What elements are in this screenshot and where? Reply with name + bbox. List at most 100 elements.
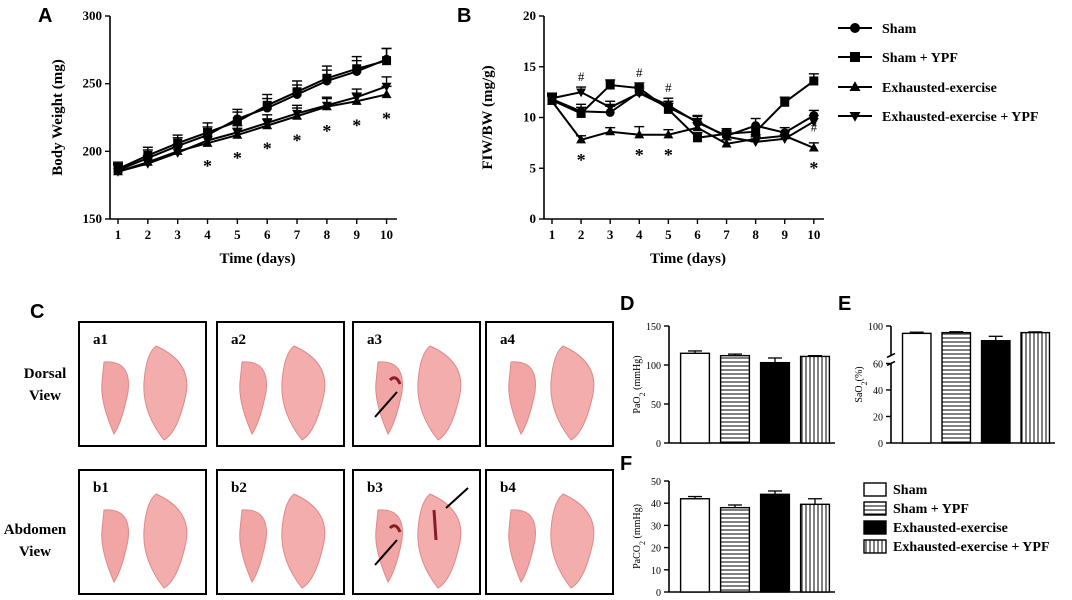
data-point (292, 109, 302, 119)
photo-label: b1 (93, 480, 109, 496)
y-tick-label: 200 (83, 143, 103, 158)
photo-label: a2 (231, 332, 246, 348)
bar-legend: Sham Sham + YPF Exhausted-exercise Exhauste… (863, 482, 1050, 555)
series-line (551, 91, 815, 143)
organ-small (101, 509, 129, 584)
y-tick-label: 150 (83, 211, 103, 226)
bar (941, 331, 972, 444)
series-line (117, 58, 387, 172)
legend-label: Sham + YPF (893, 502, 969, 517)
data-point (292, 87, 302, 97)
organ-small (101, 361, 129, 436)
y-axis-label: Body Weight (mg) (50, 59, 66, 175)
panel-letter-d: D (620, 293, 634, 315)
series-line (117, 59, 387, 170)
legend-marker (849, 112, 861, 122)
y-tick-label: 15 (523, 59, 537, 74)
organ-large (281, 493, 326, 589)
chart-d: 0 50 100 150 PaO2 (mmHg) (632, 322, 835, 450)
y-tick-label: 150 (646, 322, 661, 333)
legend-label: Exhausted-exercise (893, 521, 1008, 536)
arrow (445, 487, 469, 509)
legend-swatch (863, 539, 887, 554)
arrow (374, 391, 398, 418)
significance-star: * (664, 145, 673, 165)
data-point (142, 159, 153, 169)
line-legend: Sham Sham + YPF Exhausted-exercise Exhauste… (838, 22, 1039, 125)
significance-star: * (382, 109, 391, 129)
y-tick-label: 30 (651, 521, 661, 532)
data-point (634, 129, 645, 139)
data-point (780, 97, 790, 107)
series-circle (113, 47, 392, 175)
row-label-dorsal: Dorsal (24, 366, 67, 382)
x-tick-label: 10 (807, 227, 820, 242)
data-point (547, 94, 557, 104)
significance-star: * (635, 145, 644, 165)
significance-star: * (322, 121, 331, 141)
panel-letter-c: C (30, 301, 44, 323)
y-tick-label: 100 (646, 361, 661, 372)
data-point (232, 117, 242, 127)
data-point (750, 138, 761, 148)
data-point (232, 128, 243, 138)
data-point (172, 149, 183, 158)
photo-b3: b3 (352, 469, 481, 595)
legend-marker (849, 81, 861, 91)
data-point (663, 103, 674, 113)
data-point (576, 134, 587, 144)
y-tick-label: 5 (530, 160, 537, 175)
series-line (551, 100, 815, 149)
legend-label: Exhausted-exercise + YPF (882, 110, 1039, 125)
panel-letter-b: B (457, 5, 471, 27)
photo-label: a1 (93, 332, 108, 348)
legend-marker (850, 23, 860, 33)
x-tick-label: 1 (549, 227, 556, 242)
bar (719, 354, 751, 444)
photo-b1: b1 (78, 469, 207, 595)
x-tick-label: 2 (145, 227, 152, 242)
data-point (663, 129, 674, 139)
photo-a4: a4 (485, 321, 614, 447)
chart-b: 0 5 10 15 20 1 2 3 4 5 6 7 8 9 10 Time (days) FIW/BW (mg… (480, 8, 824, 267)
lesion (432, 509, 438, 541)
data-point (113, 168, 123, 177)
significance-star: * (263, 138, 272, 158)
photo-label: b4 (500, 480, 516, 496)
bar (799, 355, 831, 444)
organ-large (417, 345, 462, 441)
y-tick-label: 20 (873, 412, 883, 423)
bar (679, 498, 711, 593)
data-point (692, 133, 702, 143)
lesion (388, 376, 402, 385)
data-point (779, 135, 790, 144)
photo-a3: a3 (352, 321, 481, 447)
data-point (262, 100, 272, 110)
y-tick-label: 40 (651, 499, 661, 510)
arrow (374, 539, 398, 566)
data-point (605, 126, 616, 136)
x-axis-label: Time (days) (650, 251, 726, 267)
lesion (388, 524, 402, 533)
organ-large (550, 345, 595, 441)
x-tick-label: 4 (204, 227, 211, 242)
organ-large (143, 493, 188, 589)
y-tick-label: 60 (873, 359, 883, 370)
organ-photo-grid: Dorsal View Abdomen View a1 a2 a3 a4 b1 b2 b3 b… (4, 321, 614, 595)
y-tick-label: 10 (523, 110, 536, 125)
organ-large (417, 493, 462, 589)
chart-a: 150 200 250 300 1 2 3 4 5 6 7 8 9 10 Time (days) Body W… (50, 8, 397, 267)
data-point (173, 138, 183, 148)
organ-small (375, 509, 403, 584)
row-label-abdomen: Abdomen (4, 522, 67, 538)
data-point (808, 117, 819, 127)
series-triangle-down (113, 76, 392, 177)
x-tick-label: 6 (694, 227, 701, 242)
organ-large (143, 345, 188, 441)
bar (719, 506, 751, 593)
organ-small (239, 361, 267, 436)
organ-small (508, 361, 536, 436)
bar (679, 352, 711, 444)
significance-star: * (809, 158, 818, 178)
panel-letter-e: E (838, 293, 851, 315)
